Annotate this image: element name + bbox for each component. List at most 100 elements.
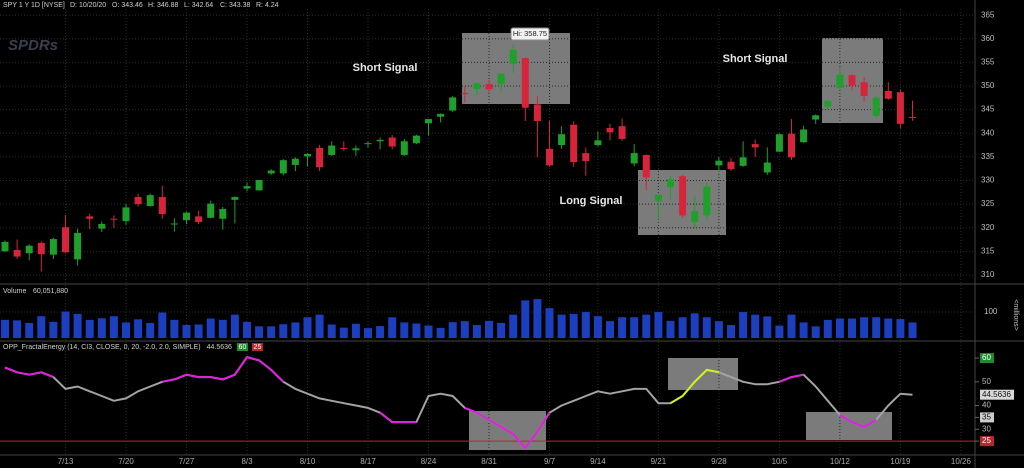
candle-body: [122, 207, 130, 222]
candle-body: [763, 162, 771, 173]
candle-body: [255, 180, 263, 191]
ohlc-readout: H: 346.88: [148, 2, 178, 9]
volume-bar: [146, 322, 155, 338]
volume-bar: [485, 320, 493, 338]
y-tick-label: 355: [981, 57, 995, 66]
volume-bar: [727, 325, 735, 338]
candle-body: [618, 126, 626, 139]
annotation: Short Signal: [723, 53, 788, 65]
volume-bar: [97, 318, 106, 338]
volume-bar: [509, 314, 518, 338]
y-tick-label: 325: [981, 199, 995, 208]
candle-body: [304, 154, 311, 157]
volume-bar: [860, 317, 869, 338]
volume-bar: [654, 312, 663, 338]
volume-bar: [848, 318, 856, 338]
volume-bar: [267, 326, 276, 338]
volume-bar: [835, 318, 844, 338]
candle-body: [812, 115, 820, 120]
candle-body: [376, 139, 384, 142]
x-tick-label: 8/31: [481, 457, 497, 466]
volume-bar: [243, 321, 251, 338]
candle-body: [896, 92, 904, 124]
volume-bar: [606, 321, 614, 338]
y-tick-label: 320: [981, 223, 995, 232]
candle-body: [279, 160, 287, 174]
volume-bar: [787, 314, 796, 338]
candle-body: [74, 232, 82, 260]
signal-box: [462, 33, 570, 104]
level-tag: 25: [254, 344, 262, 351]
volume-bar: [799, 322, 808, 338]
volume-bar: [303, 317, 312, 338]
volume-bar: [388, 317, 397, 338]
candle-body: [715, 160, 723, 166]
candle-body: [13, 249, 21, 257]
volume-bar: [182, 325, 191, 338]
candle-body: [667, 179, 674, 188]
high-label-box: [510, 27, 550, 41]
candle-body: [509, 49, 517, 64]
y-tick-label: 360: [981, 34, 995, 43]
y-tick-label: 315: [981, 246, 995, 255]
volume-bar: [291, 322, 300, 338]
candle-body: [727, 161, 735, 170]
candle-body: [158, 197, 166, 215]
volume-bar: [279, 324, 288, 338]
y-tick-label: 350: [981, 81, 995, 90]
volume-bar: [581, 312, 590, 338]
value-tag-box: [980, 389, 1014, 400]
candle-body: [134, 197, 142, 205]
candle-body: [340, 147, 348, 149]
volume-bar: [521, 300, 530, 338]
tick-box: [980, 412, 994, 423]
annotation: Long Signal: [560, 195, 623, 207]
volume-bar: [327, 324, 336, 338]
candle-body: [533, 104, 541, 121]
x-tick-label: 9/14: [590, 457, 606, 466]
y-tick-label: 335: [981, 152, 995, 161]
volume-bar: [872, 317, 881, 338]
x-tick-label: 8/10: [300, 457, 316, 466]
candle-body: [231, 197, 239, 200]
volume-bar: [642, 314, 651, 338]
candle-body: [473, 83, 481, 89]
candle-body: [872, 97, 880, 116]
volume-bar: [472, 325, 481, 338]
volume-bar: [37, 316, 46, 338]
volume-bar: [25, 322, 34, 338]
ohlc-readout: D: 10/20/20: [70, 2, 106, 9]
volume-bar: [763, 316, 772, 338]
ohlc-readout: C: 343.38: [220, 2, 250, 9]
volume-bar: [690, 313, 699, 338]
volume-bar: [618, 317, 627, 338]
high-label: Hi: 358.75: [513, 29, 547, 38]
candle-body: [412, 135, 420, 144]
chart-title: SPY 1 Y 1D [NYSE]: [3, 2, 65, 9]
x-tick-label: 9/21: [651, 457, 667, 466]
y-tick-label: 35: [982, 413, 991, 422]
candle-body: [364, 143, 372, 145]
candle-body: [195, 216, 203, 223]
y-unit-label: <millions>: [1012, 299, 1019, 331]
volume-readout: 60,051,880: [33, 288, 68, 295]
candle-body: [437, 113, 445, 117]
volume-bar: [823, 319, 832, 338]
ohlc-readout: L: 342.64: [184, 2, 213, 9]
candle-body: [170, 223, 178, 225]
y-tick-label: 60: [982, 353, 991, 362]
volume-bar: [702, 317, 711, 338]
volume-bar: [315, 314, 324, 338]
x-tick-label: 7/13: [58, 457, 74, 466]
level-tag: 60: [239, 344, 247, 351]
candle-body: [582, 153, 590, 162]
candle-body: [98, 223, 106, 229]
y-tick-label: 330: [981, 176, 995, 185]
volume-bar: [545, 308, 554, 338]
indicator-line: [669, 368, 720, 405]
y-tick-label: 100: [984, 307, 998, 316]
x-tick-label: 8/24: [421, 457, 437, 466]
volume-bar: [569, 313, 578, 338]
annotation: Short Signal: [353, 62, 418, 74]
